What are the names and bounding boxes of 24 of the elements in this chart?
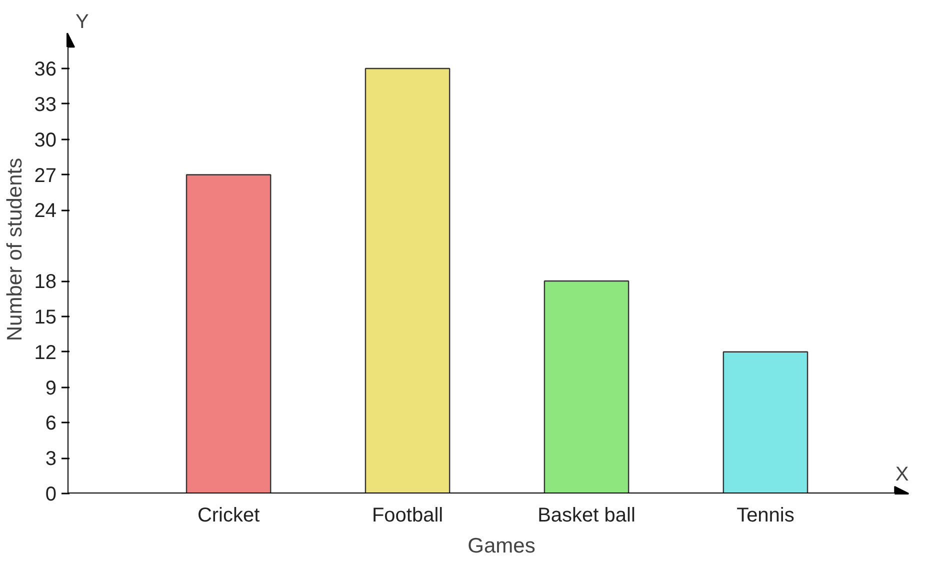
- y-tick-label: 27: [34, 164, 57, 187]
- y-tick-label: 18: [34, 271, 57, 294]
- bar: [186, 174, 272, 494]
- y-tick-label: 15: [34, 306, 57, 328]
- y-tick-label: 24: [34, 200, 57, 222]
- y-tick-label: 0: [45, 484, 56, 506]
- bar: [544, 280, 630, 494]
- y-tick-label: 3: [45, 448, 56, 470]
- y-tick-label: 33: [34, 94, 57, 116]
- bar: [364, 68, 450, 494]
- x-axis-title: Games: [468, 534, 536, 558]
- x-tick-label: Football: [372, 504, 444, 526]
- y-tick-label: 30: [34, 129, 57, 152]
- y-tick-label: 6: [45, 412, 56, 435]
- y-tick-label: 12: [34, 342, 57, 364]
- x-tick-label: Tennis: [736, 504, 794, 526]
- annotation: Y: [76, 11, 89, 34]
- annotation: X: [895, 464, 909, 486]
- y-tick-label: 9: [45, 377, 56, 400]
- bar: [722, 351, 808, 494]
- x-tick-label: Basket ball: [538, 504, 636, 526]
- y-tick-label: 36: [34, 58, 57, 81]
- y-axis-title: Number of students: [3, 158, 26, 342]
- x-tick-label: Cricket: [197, 504, 260, 526]
